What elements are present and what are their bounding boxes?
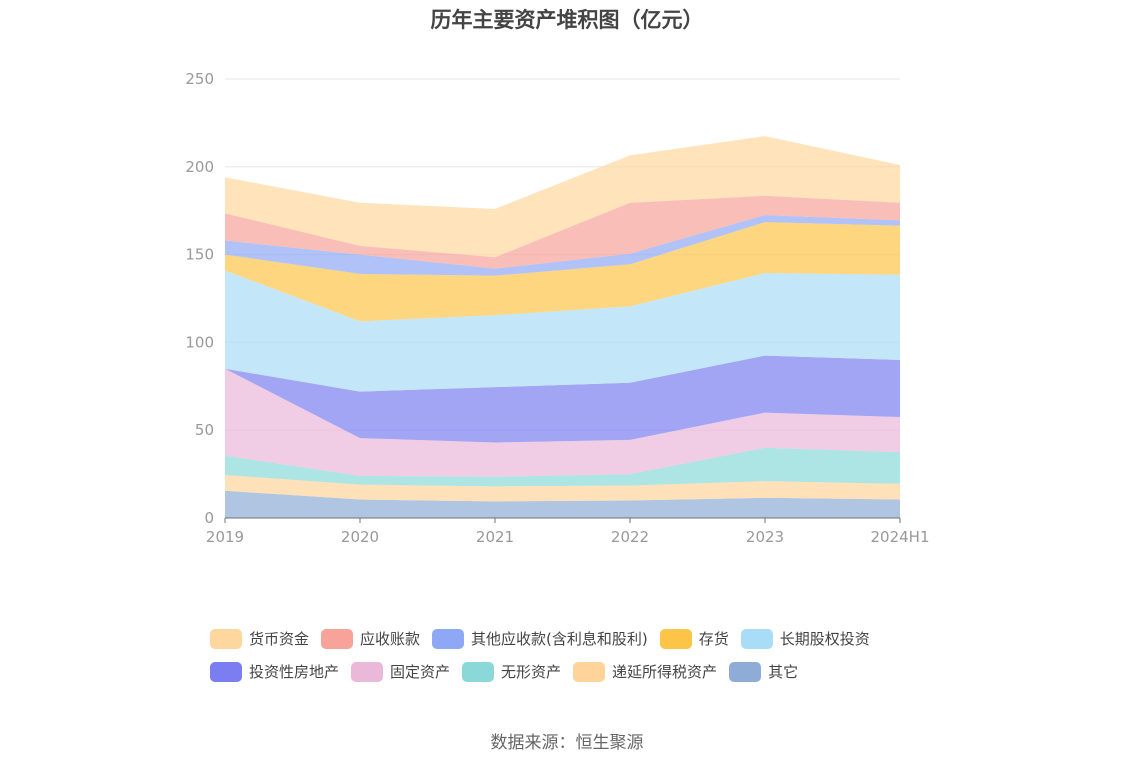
area-长期股权投资[interactable] (225, 270, 900, 392)
area-货币资金[interactable] (225, 136, 900, 258)
y-tick-label: 150 (185, 246, 214, 264)
y-tick-label: 0 (204, 509, 214, 527)
area-无形资产[interactable] (225, 447, 900, 487)
legend-item[interactable]: 长期股权投资 (740, 628, 870, 649)
x-tick-label: 2019 (206, 528, 244, 546)
chart-plot: 0 50 100 150 200 250 2019 2020 2021 2022 2023 2024H… (185, 70, 929, 546)
legend-swatch (740, 628, 773, 649)
legend-swatch (729, 661, 762, 682)
legend-label: 固定资产 (390, 663, 451, 681)
legend-swatch (659, 628, 692, 649)
legend-swatch (351, 661, 384, 682)
area-投资性房地产[interactable] (225, 355, 900, 443)
legend-swatch (573, 661, 606, 682)
y-tick-label: 250 (185, 70, 214, 88)
area-存货[interactable] (225, 222, 900, 322)
legend-item[interactable]: 其他应收款(含利息和股利) (432, 628, 648, 649)
chart-title: 历年主要资产堆积图（亿元） (430, 8, 704, 32)
legend-item[interactable]: 应收账款 (321, 628, 420, 649)
legend-label: 长期股权投资 (779, 630, 870, 648)
axes: 0 50 100 150 200 250 2019 2020 2021 2022 2023 2024H… (185, 70, 929, 546)
area-其他应收款(含利息和股利)[interactable] (225, 215, 900, 276)
legend-swatch (210, 628, 242, 649)
legend-item[interactable]: 递延所得税资产 (573, 661, 717, 682)
x-tick-label: 2024H1 (871, 528, 930, 546)
x-tick-label: 2022 (611, 528, 649, 546)
area-应收账款[interactable] (225, 195, 900, 269)
y-tick-label: 200 (185, 158, 214, 176)
legend: 货币资金 应收账款 其他应收款(含利息和股利) 存货 长期股权投资投资性房地产 固定资产 无… (210, 628, 930, 694)
legend-label: 其它 (768, 663, 799, 681)
legend-item[interactable]: 投资性房地产 (210, 661, 339, 682)
legend-label: 投资性房地产 (249, 663, 340, 681)
y-tick-label: 100 (185, 333, 214, 351)
source-note: 数据来源：恒生聚源 (490, 733, 644, 753)
legend-label: 存货 (698, 630, 729, 648)
legend-label: 货币资金 (249, 630, 310, 648)
area-其它[interactable] (225, 490, 900, 518)
legend-item[interactable]: 货币资金 (210, 628, 309, 649)
legend-label: 应收账款 (360, 630, 421, 648)
legend-swatch (432, 628, 465, 649)
area-series (225, 136, 900, 518)
x-tick-label: 2020 (341, 528, 379, 546)
legend-swatch (321, 628, 354, 649)
legend-swatch (462, 661, 495, 682)
legend-label: 无形资产 (501, 663, 562, 681)
area-递延所得税资产[interactable] (225, 474, 900, 502)
legend-item[interactable]: 无形资产 (462, 661, 561, 682)
legend-label: 递延所得税资产 (612, 663, 718, 681)
legend-swatch (210, 661, 242, 682)
legend-item[interactable]: 存货 (659, 628, 729, 649)
legend-item[interactable]: 其它 (729, 661, 798, 682)
y-tick-label: 50 (195, 421, 214, 439)
x-tick-label: 2023 (746, 528, 784, 546)
legend-label: 其他应收款(含利息和股利) (471, 630, 648, 648)
area-固定资产[interactable] (225, 368, 900, 477)
x-tick-label: 2021 (476, 528, 514, 546)
legend-item[interactable]: 固定资产 (351, 661, 450, 682)
